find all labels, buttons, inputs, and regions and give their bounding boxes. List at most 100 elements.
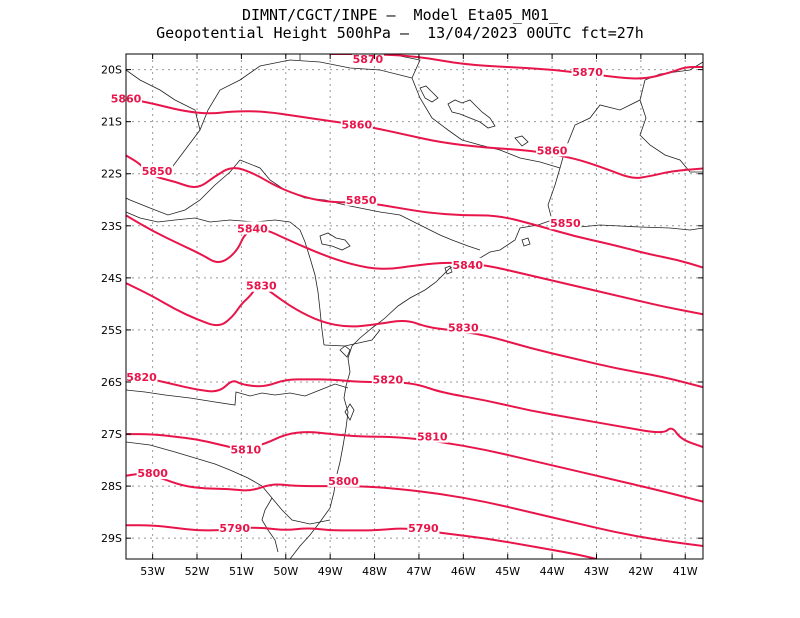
contour-label-bg <box>447 320 480 334</box>
contour-label-5860: 5860 <box>341 118 372 131</box>
state-border <box>239 159 481 251</box>
lon-tick-label: 44W <box>540 565 565 578</box>
contour-label-5830: 5830 <box>448 321 479 334</box>
map-title: DIMNT/CGCT/INPE – Model Eta05_M01_ Geopo… <box>0 6 800 42</box>
lon-tick-label: 47W <box>407 565 432 578</box>
contour-label-5850: 5850 <box>550 217 581 230</box>
title-line-1: DIMNT/CGCT/INPE – Model Eta05_M01_ <box>241 6 559 24</box>
contour-label-5860: 5860 <box>537 144 568 157</box>
contour-label-bg <box>136 466 169 480</box>
island <box>444 265 453 275</box>
lat-tick-label: 23S <box>101 220 122 233</box>
lat-tick-label: 28S <box>101 480 122 493</box>
lon-tick-label: 46W <box>451 565 476 578</box>
lon-tick-label: 43W <box>584 565 609 578</box>
reservoir <box>447 99 496 129</box>
lon-tick-label: 45W <box>495 565 520 578</box>
lon-tick-label: 50W <box>273 565 298 578</box>
contour-label-bg <box>549 216 582 230</box>
contour-label-5840: 5840 <box>237 222 268 235</box>
lat-tick-label: 29S <box>101 532 122 545</box>
contour-label-bg <box>218 520 251 534</box>
lon-tick-label: 51W <box>229 565 254 578</box>
contour-label-5790: 5790 <box>408 522 439 535</box>
contour-label-bg <box>236 221 269 235</box>
contour-label-bg <box>371 372 404 386</box>
contour-label-5810: 5810 <box>231 444 262 457</box>
contour-label-5870: 5870 <box>572 66 603 79</box>
contour-label-5790: 5790 <box>219 522 250 535</box>
contour-line-5810 <box>126 431 703 503</box>
state-border <box>547 99 641 221</box>
lat-tick-label: 27S <box>101 428 122 441</box>
contour-line-5830 <box>126 282 703 389</box>
contour-line-5850 <box>126 154 703 269</box>
contour-label-5820: 5820 <box>126 371 157 384</box>
reservoir <box>514 135 529 147</box>
state-border <box>399 55 561 169</box>
lat-tick-label: 21S <box>101 116 122 129</box>
state-border <box>126 441 331 525</box>
lon-tick-label: 49W <box>318 565 343 578</box>
reservoir <box>419 85 439 103</box>
contour-label-5800: 5800 <box>328 475 359 488</box>
state-border <box>126 383 349 406</box>
contour-label-bg <box>536 143 569 157</box>
contour-label-bg <box>571 65 604 79</box>
contour-line-5820 <box>126 375 703 449</box>
island <box>344 403 355 421</box>
lat-tick-label: 26S <box>101 376 122 389</box>
contour-label-bg <box>340 117 373 131</box>
lon-tick-label: 42W <box>628 565 653 578</box>
state-border <box>261 497 279 553</box>
lon-tick-label: 41W <box>673 565 698 578</box>
contour-label-bg <box>407 520 440 534</box>
plot-frame <box>125 53 704 560</box>
lat-tick-label: 24S <box>101 272 122 285</box>
latitude-axis: 20S 21S 22S 23S 24S 25S 26S 27S 28S 29S <box>101 64 703 545</box>
contour-label-5840: 5840 <box>452 259 483 272</box>
contour-line-5800 <box>126 472 703 547</box>
island <box>521 237 531 247</box>
contour-labels: 5870587058605860586058505850585058405840… <box>110 52 604 535</box>
lon-tick-label: 48W <box>362 565 387 578</box>
contour-line-5860 <box>126 97 703 179</box>
contour-label-5810: 5810 <box>417 431 448 444</box>
state-border <box>126 211 325 346</box>
state-border <box>639 61 703 173</box>
contour-label-5870: 5870 <box>353 53 384 66</box>
lon-tick-label: 53W <box>140 565 165 578</box>
contour-line-5870 <box>330 54 703 80</box>
contour-label-bg <box>351 52 384 66</box>
contour-line-5790 <box>126 524 597 559</box>
state-border <box>323 329 381 347</box>
lon-tick-label: 52W <box>185 565 210 578</box>
reservoir <box>319 232 351 251</box>
contour-label-bg <box>125 369 158 383</box>
contour-label-bg <box>141 164 174 178</box>
coastline-borders <box>126 54 703 559</box>
island <box>339 345 351 358</box>
contour-line-5840 <box>126 214 703 316</box>
lat-tick-label: 22S <box>101 168 122 181</box>
lat-tick-label: 20S <box>101 64 122 77</box>
contour-label-5850: 5850 <box>346 194 377 207</box>
title-line-2: Geopotential Height 500hPa – 13/04/2023 … <box>156 24 644 42</box>
contour-label-5820: 5820 <box>373 373 404 386</box>
contour-lines <box>126 54 703 559</box>
contour-label-bg <box>327 473 360 487</box>
lat-tick-label: 25S <box>101 324 122 337</box>
longitude-axis: 53W 52W 51W 50W 49W 48W 47W 46W 45W 44W 43W 42W 41W <box>140 54 698 578</box>
contour-label-bg <box>451 257 484 271</box>
contour-label-5850: 5850 <box>142 165 173 178</box>
contour-label-bg <box>245 278 278 292</box>
state-border <box>126 159 241 216</box>
contour-label-5830: 5830 <box>246 280 277 293</box>
contour-label-bg <box>229 442 262 456</box>
contour-label-bg <box>345 192 378 206</box>
contour-label-bg <box>416 429 449 443</box>
state-border <box>169 59 413 171</box>
contour-label-5800: 5800 <box>137 467 168 480</box>
gridlines <box>126 54 703 559</box>
